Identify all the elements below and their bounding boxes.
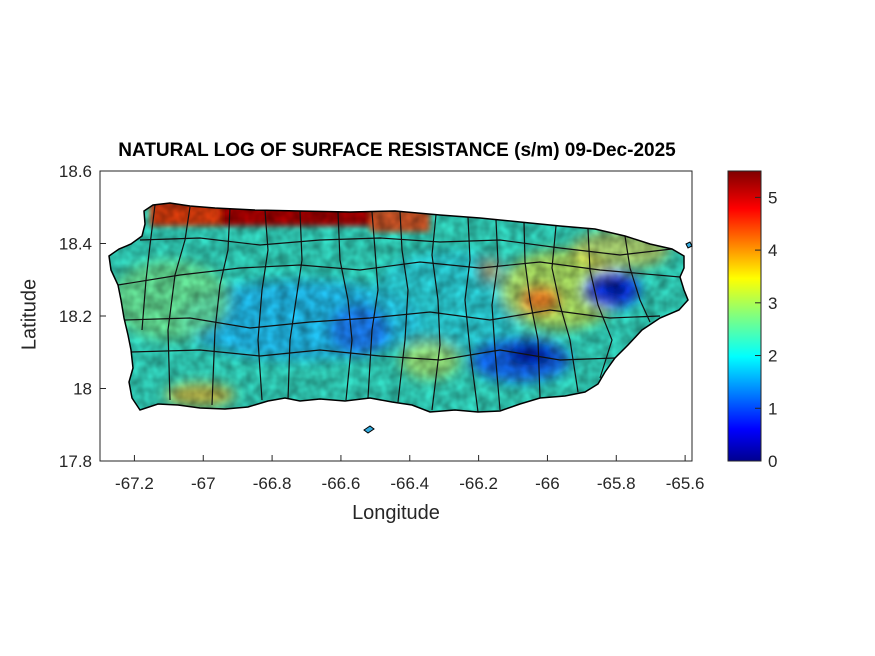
colorbar — [727, 170, 762, 462]
x-tick-label: -67 — [191, 474, 216, 493]
x-tick-label: -66.4 — [390, 474, 429, 493]
colorbar-tick-label: 4 — [768, 241, 777, 260]
colorbar-tick-label: 2 — [768, 347, 777, 366]
y-axis-label: Latitude — [18, 278, 41, 351]
y-tick-label: 18.2 — [59, 307, 92, 326]
x-tick-labels: -67.2 -67 -66.8 -66.6 -66.4 -66.2 -66 -65.8 -65.… — [115, 474, 704, 493]
y-tick-labels: 18.6 18.4 18.2 18 17.8 — [59, 162, 92, 471]
municipality-boundaries — [117, 204, 681, 412]
y-ticks — [100, 170, 106, 462]
y-tick-label: 18.6 — [59, 162, 92, 181]
colorbar-tick-label: 3 — [768, 294, 777, 313]
x-axis-label: Longitude — [352, 502, 440, 524]
x-ticks — [133, 455, 686, 461]
y-tick-label: 18.4 — [59, 235, 92, 254]
x-tick-label: -66 — [535, 474, 560, 493]
x-tick-label: -66.8 — [253, 474, 292, 493]
x-tick-label: -66.2 — [459, 474, 498, 493]
y-tick-label: 18 — [73, 380, 92, 399]
colorbar-tick-labels: 5 4 3 2 1 0 — [755, 188, 777, 471]
caja-de-muertos-island — [363, 425, 375, 434]
colorbar-tick-label: 5 — [768, 188, 777, 207]
figure-title: NATURAL LOG OF SURFACE RESISTANCE (s/m) … — [118, 140, 676, 161]
colorbar-tick-label: 0 — [768, 452, 777, 471]
y-tick-label: 17.8 — [59, 452, 92, 471]
resistance-raster — [109, 203, 688, 412]
x-tick-label: -67.2 — [115, 474, 154, 493]
x-tick-label: -65.6 — [666, 474, 705, 493]
x-tick-label: -65.8 — [597, 474, 636, 493]
culebrita-island — [685, 241, 693, 249]
x-tick-label: -66.6 — [322, 474, 361, 493]
colorbar-tick-label: 1 — [768, 399, 777, 418]
